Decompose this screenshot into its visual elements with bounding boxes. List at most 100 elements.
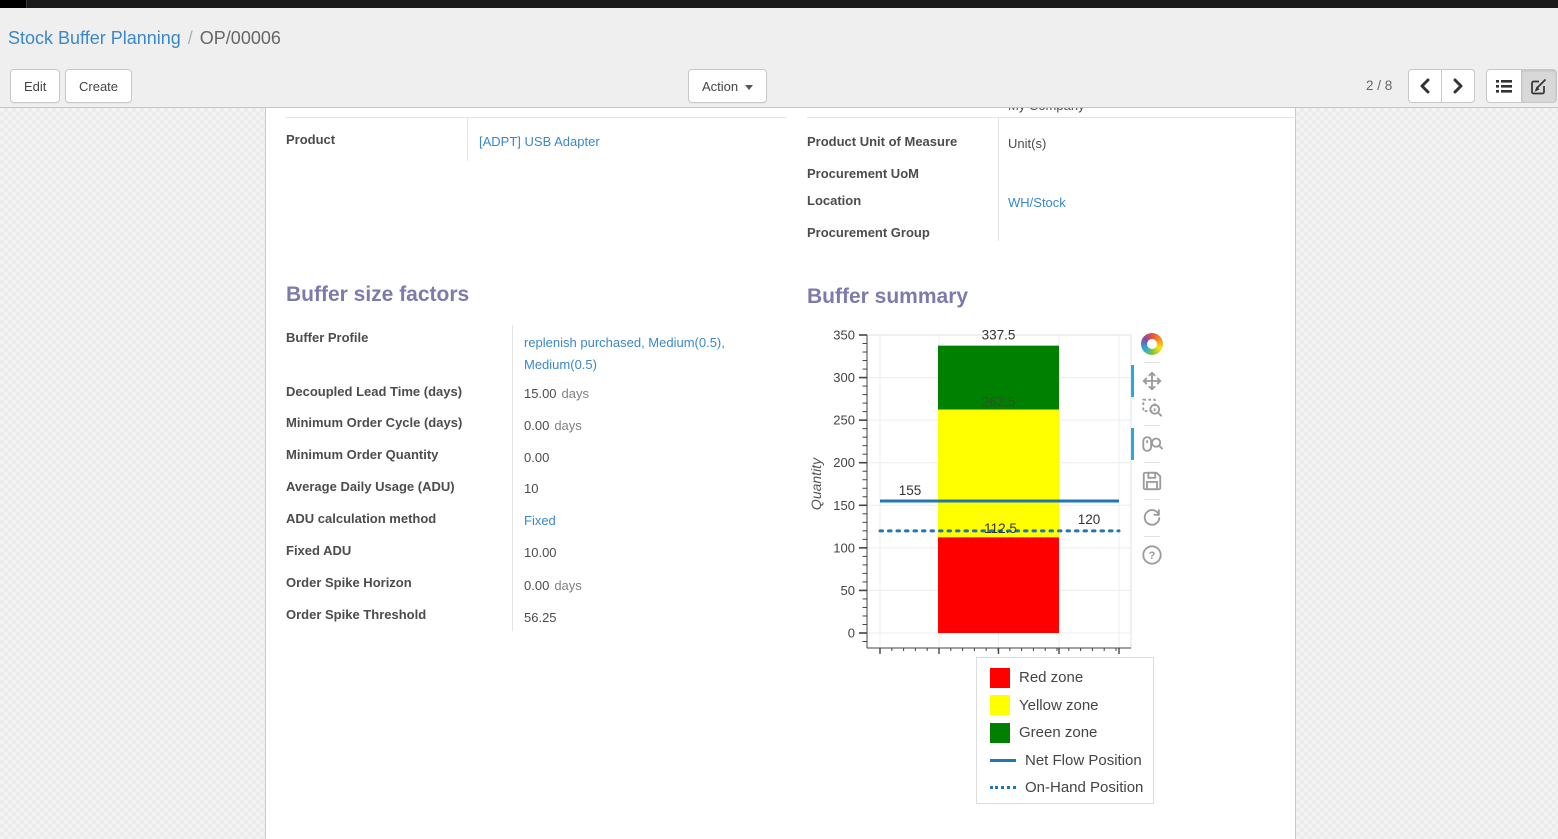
list-view-button[interactable]: [1486, 69, 1522, 103]
left-table-top-border: [286, 117, 786, 118]
form-view-button[interactable]: [1521, 69, 1557, 103]
buffer-size-factors-title: Buffer size factors: [286, 283, 470, 306]
breadcrumb-current: OP/00006: [199, 28, 281, 48]
box-zoom-icon: [1142, 398, 1163, 417]
min-order-qty-label: Minimum Order Quantity: [286, 447, 439, 462]
product-field-label: Product: [286, 132, 336, 147]
toolbar-separator: [1144, 499, 1160, 500]
fixed-adu-label: Fixed ADU: [286, 543, 352, 558]
svg-text:50: 50: [841, 583, 855, 598]
min-order-cycle-value: 0.00 days: [524, 418, 582, 433]
help-tool-button[interactable]: ?: [1138, 542, 1166, 568]
right-table-top-border: [807, 117, 1296, 118]
legend-item: Yellow zone: [990, 692, 1153, 720]
svg-text:112.5: 112.5: [984, 521, 1017, 536]
svg-text:300: 300: [833, 370, 855, 385]
wheel-zoom-icon: [1142, 436, 1163, 452]
adu-label: Average Daily Usage (ADU): [286, 479, 455, 494]
min-order-qty-value: 0.00: [524, 450, 550, 465]
min-order-cycle-label: Minimum Order Cycle (days): [286, 415, 463, 430]
wheel-zoom-tool-button[interactable]: [1131, 428, 1166, 460]
svg-text:262.5: 262.5: [982, 395, 1016, 410]
help-icon: ?: [1142, 545, 1162, 565]
toolbar-separator: [1144, 362, 1160, 363]
buffer-summary-chart[interactable]: 337.5 262.5 112.5 155 120 0 50 100 150 200 250 300 3…: [807, 325, 1173, 665]
save-icon: [1142, 471, 1162, 491]
legend-item: Red zone: [990, 664, 1153, 692]
adu-value: 10: [524, 481, 539, 496]
edit-button[interactable]: Edit: [10, 69, 61, 103]
pager-next-button[interactable]: [1441, 69, 1475, 103]
svg-text:337.5: 337.5: [982, 328, 1016, 343]
buffer-profile-value[interactable]: replenish purchased, Medium(0.5), Medium…: [524, 335, 725, 373]
form-sheet: My Company Product [ADPT] USB Adapter Pr…: [265, 108, 1296, 839]
svg-text:200: 200: [833, 455, 855, 470]
fixed-adu-value: 10.00: [524, 545, 557, 560]
left-table-separator: [467, 117, 468, 161]
chevron-left-icon: [1420, 78, 1430, 94]
create-button[interactable]: Create: [65, 69, 133, 103]
pager-previous-button[interactable]: [1408, 69, 1442, 103]
order-spike-horizon-label: Order Spike Horizon: [286, 575, 412, 590]
order-spike-threshold-value: 56.25: [524, 610, 557, 625]
legend-item: On-Hand Position: [990, 774, 1153, 802]
legend-item: Net Flow Position: [990, 747, 1153, 775]
pager-buttons: [1408, 69, 1475, 103]
days-suffix: days: [561, 386, 590, 401]
product-field-value[interactable]: [ADPT] USB Adapter: [479, 134, 600, 149]
legend-item-label: Net Flow Position: [1025, 751, 1142, 769]
legend-item: Green zone: [990, 719, 1153, 747]
svg-text:100: 100: [833, 540, 855, 555]
save-tool-button[interactable]: [1138, 468, 1166, 494]
buffer-summary-title: Buffer summary: [807, 285, 969, 308]
legend-item-label: Red zone: [1019, 669, 1084, 687]
form-view-icon: [1531, 78, 1547, 95]
reset-icon: [1143, 509, 1161, 526]
form-view-background: My Company Product [ADPT] USB Adapter Pr…: [0, 108, 1558, 839]
location-label: Location: [807, 193, 862, 208]
bokeh-logo[interactable]: [1138, 331, 1166, 357]
action-dropdown-button[interactable]: Action: [688, 69, 768, 103]
adu-method-label: ADU calculation method: [286, 511, 437, 526]
breadcrumb: Stock Buffer Planning / OP/00006: [8, 28, 281, 49]
product-uom-label: Product Unit of Measure: [807, 134, 958, 149]
legend-item-label: On-Hand Position: [1025, 779, 1144, 797]
buffer-profile-label: Buffer Profile: [286, 330, 369, 345]
location-value[interactable]: WH/Stock: [1008, 195, 1066, 210]
reset-tool-button[interactable]: [1138, 505, 1166, 531]
procurement-group-label: Procurement Group: [807, 225, 930, 240]
top-nav-bar: [0, 0, 1558, 8]
order-spike-horizon-value: 0.00 days: [524, 578, 582, 593]
svg-text:Quantity: Quantity: [808, 457, 824, 510]
svg-text:350: 350: [833, 328, 855, 343]
chart-legend: Red zone Yellow zone Green zone Net Flow Po…: [976, 657, 1154, 804]
pager-counter: 2 / 8: [1366, 78, 1393, 93]
right-table-separator: [998, 117, 999, 241]
view-switcher: [1486, 69, 1557, 103]
toolbar-separator: [1144, 462, 1160, 463]
factors-table-separator: [512, 325, 513, 631]
days-suffix: days: [554, 418, 582, 433]
svg-text:150: 150: [833, 498, 855, 513]
procurement-uom-label: Procurement UoM: [807, 166, 919, 181]
legend-item-label: Green zone: [1019, 724, 1098, 742]
caret-down-icon: [745, 84, 754, 90]
buffer-zones-bar-chart[interactable]: 337.5 262.5 112.5 155 120 0 50 100 150 200 250 300 3…: [807, 325, 1173, 665]
breadcrumb-parent-link[interactable]: Stock Buffer Planning: [8, 28, 181, 48]
list-view-icon: [1496, 80, 1512, 93]
toolbar-separator: [1144, 425, 1160, 426]
bokeh-toolbar: ?: [1131, 331, 1170, 568]
top-nav-segment: [0, 0, 27, 8]
adu-method-value[interactable]: Fixed: [524, 513, 556, 528]
legend-swatch-line: [990, 758, 1016, 762]
legend-swatch-rect: [990, 722, 1010, 743]
product-uom-value: Unit(s): [1008, 136, 1047, 151]
box-zoom-tool-button[interactable]: [1138, 394, 1166, 420]
svg-text:0: 0: [848, 626, 855, 641]
chevron-right-icon: [1453, 78, 1463, 94]
svg-text:?: ?: [1149, 550, 1156, 562]
pan-tool-button[interactable]: [1131, 365, 1166, 397]
control-panel: Stock Buffer Planning / OP/00006 Edit Crea…: [0, 8, 1558, 108]
legend-swatch-dotted: [990, 786, 1016, 790]
